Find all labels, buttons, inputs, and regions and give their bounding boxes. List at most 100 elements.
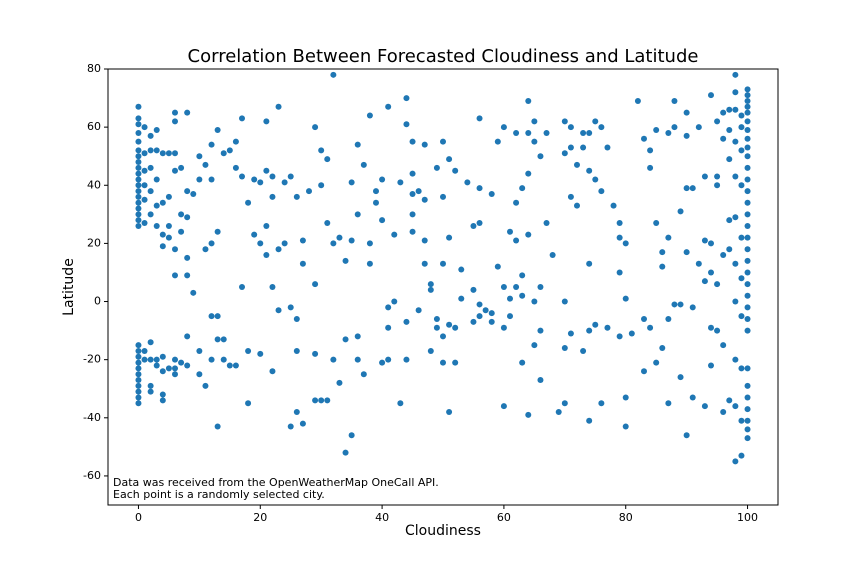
- point: [720, 408, 727, 415]
- point: [153, 362, 160, 369]
- point: [287, 173, 294, 180]
- point: [738, 124, 745, 131]
- point: [744, 164, 751, 171]
- point: [494, 138, 501, 145]
- point: [409, 228, 416, 235]
- point: [135, 188, 142, 195]
- point: [744, 426, 751, 433]
- point: [677, 374, 684, 381]
- point: [135, 129, 142, 136]
- point: [141, 124, 148, 131]
- point: [744, 382, 751, 389]
- point: [440, 138, 446, 145]
- point: [677, 301, 684, 308]
- point: [409, 211, 416, 218]
- point: [500, 403, 507, 410]
- point: [714, 173, 721, 180]
- point: [653, 127, 660, 134]
- point: [257, 179, 264, 186]
- point: [708, 362, 714, 369]
- point: [744, 417, 751, 424]
- point: [744, 109, 751, 116]
- point: [403, 95, 410, 102]
- point: [281, 179, 288, 186]
- point: [744, 292, 751, 299]
- point: [184, 109, 191, 116]
- point: [647, 324, 654, 331]
- point: [519, 359, 526, 366]
- point: [232, 362, 239, 369]
- point: [159, 397, 166, 404]
- point: [299, 420, 306, 427]
- point: [440, 333, 446, 340]
- point: [208, 176, 215, 183]
- point: [561, 400, 568, 407]
- point: [708, 269, 714, 276]
- point: [732, 138, 739, 145]
- point: [287, 423, 294, 430]
- point: [135, 164, 142, 171]
- point: [744, 281, 751, 288]
- point: [714, 118, 721, 125]
- point: [153, 176, 160, 183]
- point: [586, 417, 593, 424]
- point: [714, 327, 721, 334]
- point: [196, 371, 203, 378]
- point: [744, 135, 751, 142]
- point: [366, 260, 373, 267]
- point: [421, 237, 428, 244]
- point: [147, 164, 154, 171]
- point: [135, 365, 142, 372]
- point: [135, 199, 142, 206]
- point: [165, 365, 172, 372]
- point: [312, 124, 319, 131]
- point: [689, 394, 696, 401]
- point: [153, 147, 160, 154]
- point: [513, 199, 520, 206]
- point: [671, 97, 678, 104]
- point: [135, 347, 142, 354]
- point: [135, 359, 142, 366]
- point: [519, 292, 526, 299]
- point: [720, 135, 727, 142]
- point: [458, 295, 465, 302]
- point: [561, 118, 568, 125]
- point: [592, 321, 599, 328]
- point: [165, 150, 172, 157]
- point: [494, 263, 501, 270]
- point: [476, 313, 483, 320]
- point: [245, 347, 252, 354]
- point: [433, 324, 440, 331]
- point: [714, 182, 721, 189]
- point: [379, 217, 386, 224]
- point: [513, 129, 520, 136]
- point: [385, 324, 392, 331]
- point: [738, 417, 745, 424]
- point: [220, 150, 227, 157]
- point: [196, 347, 203, 354]
- point: [373, 188, 379, 195]
- point: [220, 336, 227, 343]
- point: [172, 109, 178, 116]
- point: [744, 199, 751, 206]
- point: [299, 237, 306, 244]
- point: [348, 179, 355, 186]
- point: [525, 170, 532, 177]
- point: [500, 124, 507, 131]
- point: [452, 167, 459, 174]
- point: [427, 281, 434, 288]
- point: [135, 193, 142, 200]
- x-tick-label: 0: [135, 511, 142, 524]
- point: [415, 307, 422, 314]
- point: [153, 127, 160, 134]
- point: [720, 109, 727, 116]
- point: [318, 182, 325, 189]
- point: [196, 153, 203, 160]
- point: [214, 127, 221, 134]
- x-tick-label: 20: [253, 511, 267, 524]
- point: [659, 249, 666, 256]
- point: [641, 315, 647, 322]
- point: [525, 97, 532, 104]
- point: [488, 310, 495, 317]
- point: [488, 318, 495, 325]
